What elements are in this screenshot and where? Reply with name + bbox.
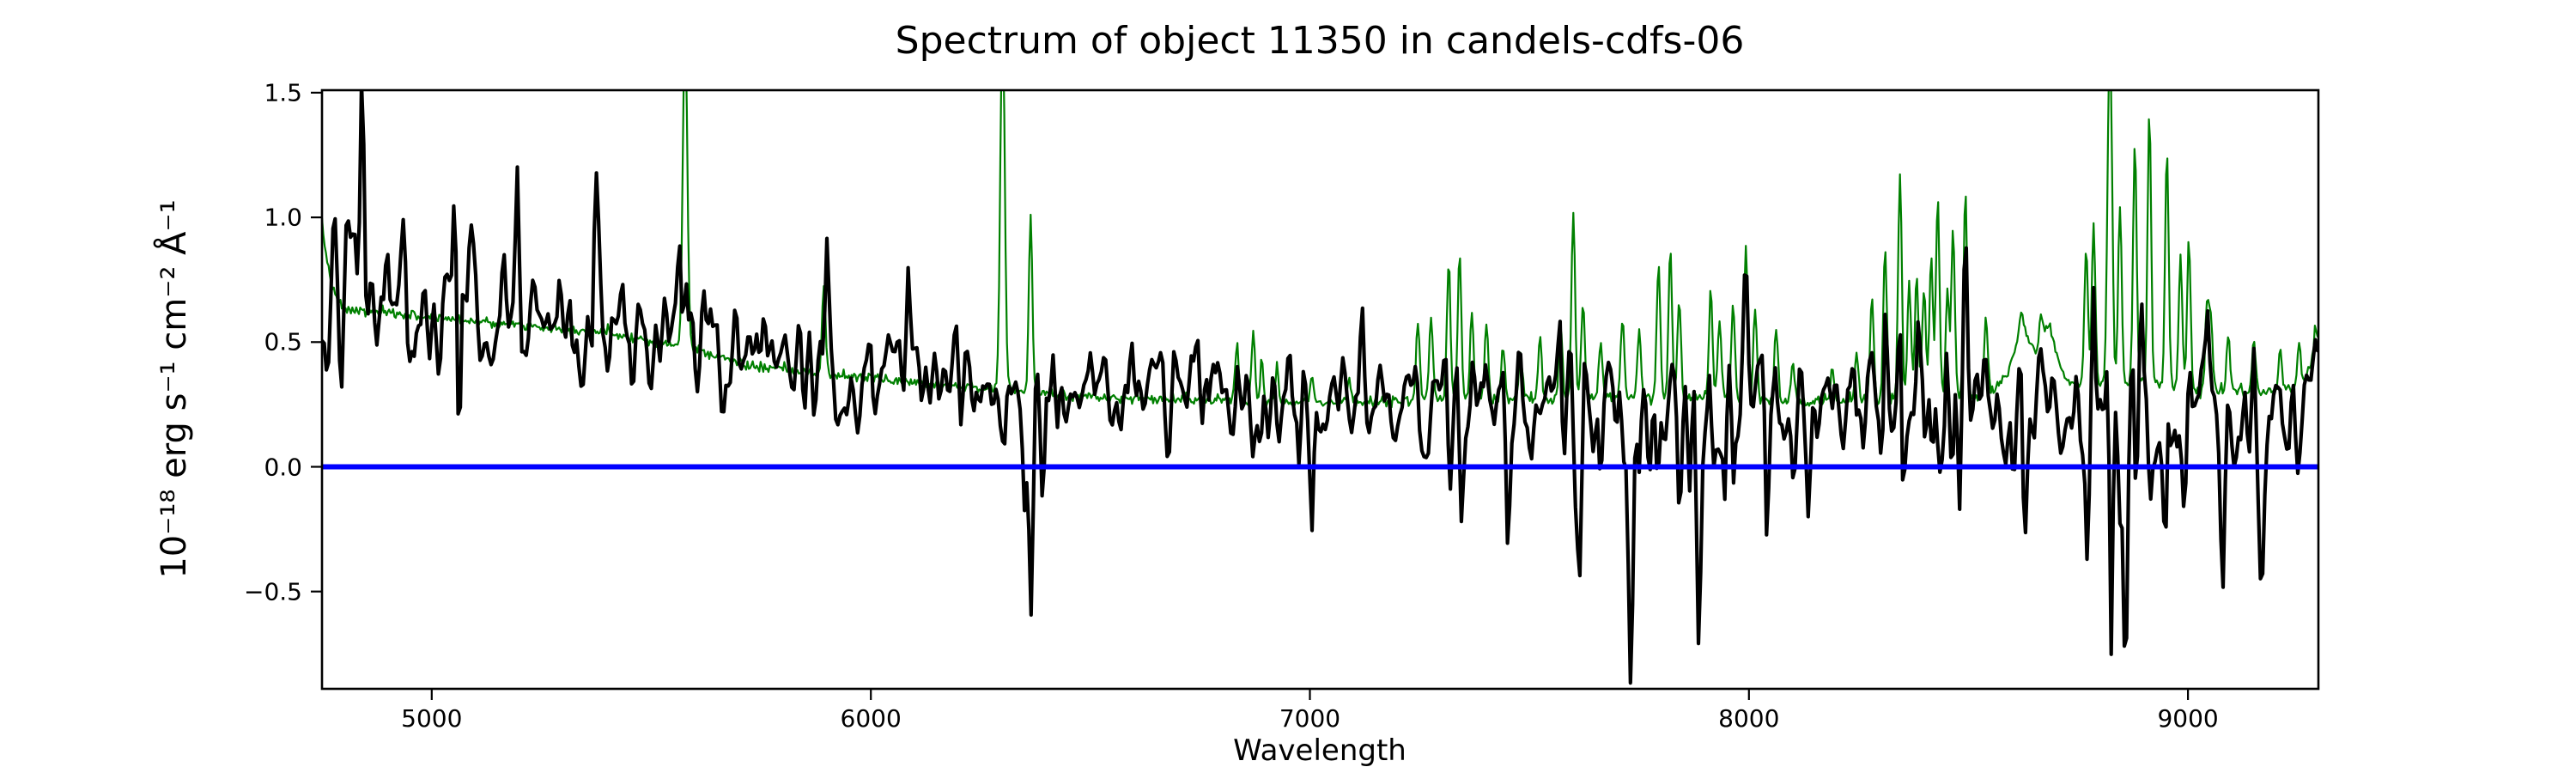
x-tick-label: 7000 [1279, 704, 1341, 733]
flux-spectrum [322, 90, 2318, 685]
x-tick-label: 9000 [2157, 704, 2219, 733]
y-tick-label: 0.5 [264, 327, 302, 356]
series-layer [322, 90, 2318, 685]
axes-frame [320, 88, 2320, 691]
chart-title: Spectrum of object 11350 in candels-cdfs… [895, 19, 1745, 63]
x-tick-label: 8000 [1718, 704, 1780, 733]
ticks-layer [311, 91, 2190, 700]
sky-noise-spectrum [322, 90, 2318, 409]
y-tick-label: 1.0 [264, 203, 302, 232]
y-axis-label: 10⁻¹⁸ erg s⁻¹ cm⁻² Å⁻¹ [155, 199, 194, 579]
y-tick-label: 1.5 [264, 78, 302, 107]
x-tick-label: 6000 [840, 704, 902, 733]
y-tick-label: 0.0 [264, 453, 302, 481]
x-axis-label: Wavelength [1233, 733, 1406, 768]
y-tick-label: −0.5 [244, 577, 302, 606]
x-tick-label: 5000 [401, 704, 463, 733]
